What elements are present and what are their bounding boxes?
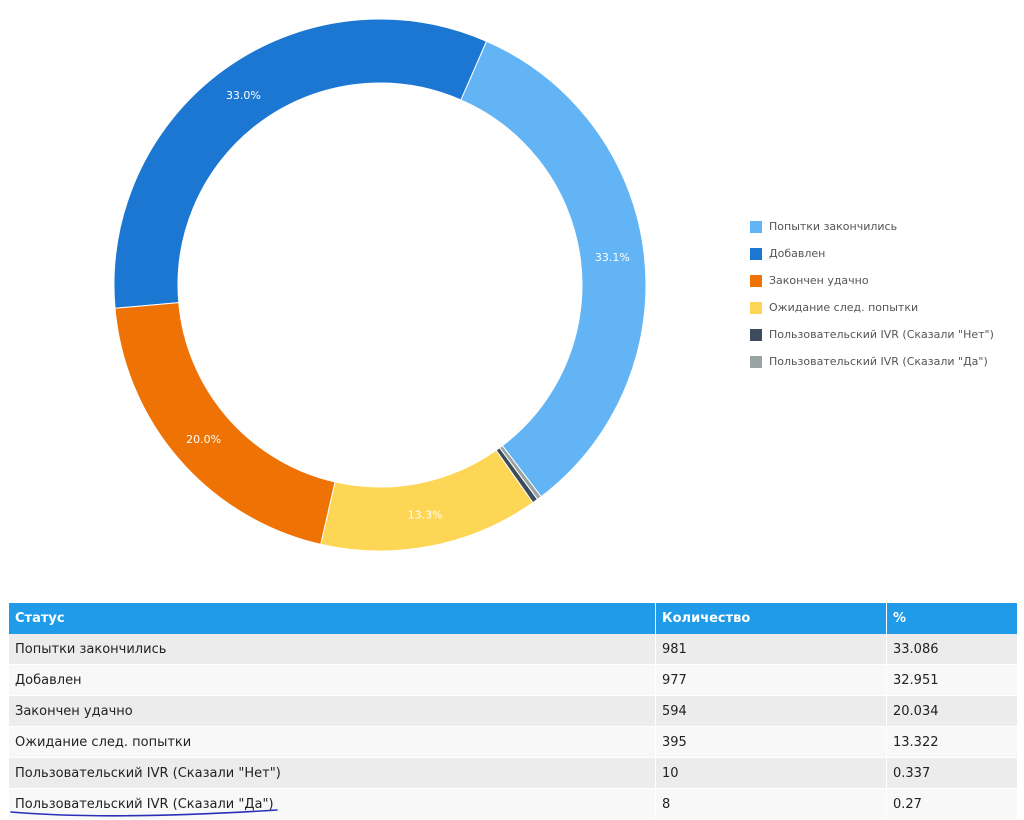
cell-count: 981: [655, 634, 887, 665]
cell-percent: 13.322: [886, 726, 1018, 758]
legend-swatch: [750, 301, 762, 314]
legend-label: Попытки закончились: [769, 220, 898, 233]
legend-swatch: [750, 220, 762, 233]
legend-item[interactable]: Пользовательский IVR (Сказали "Нет"): [750, 321, 994, 348]
cell-count: 8: [655, 788, 887, 820]
header-percent[interactable]: %: [886, 603, 1018, 634]
table-header-row: Статус Количество %: [9, 603, 1018, 634]
legend-item[interactable]: Попытки закончились: [750, 213, 994, 240]
donut-chart: 33.1% 33.0% 20.0% 13.3%: [113, 18, 647, 552]
donut-slice[interactable]: [320, 449, 534, 552]
legend-item[interactable]: Пользовательский IVR (Сказали "Да"): [750, 348, 994, 375]
legend-swatch: [750, 328, 762, 341]
legend-item[interactable]: Ожидание след. попытки: [750, 294, 994, 321]
cell-count: 594: [655, 695, 887, 727]
cell-status: Ожидание след. попытки: [9, 726, 656, 758]
legend-label: Пользовательский IVR (Сказали "Нет"): [769, 328, 994, 341]
cell-status: Попытки закончились: [9, 634, 656, 665]
slice-label: 33.0%: [226, 89, 261, 102]
slice-label: 33.1%: [595, 251, 630, 264]
donut-slice[interactable]: [498, 445, 542, 501]
legend-label: Пользовательский IVR (Сказали "Да"): [769, 355, 988, 368]
handwritten-underline: [10, 809, 278, 817]
table-row: Ожидание след. попытки 395 13.322: [9, 726, 1018, 758]
legend-label: Добавлен: [769, 247, 826, 260]
legend-swatch: [750, 247, 762, 260]
cell-percent: 32.951: [886, 664, 1018, 696]
donut-slice[interactable]: [114, 302, 336, 545]
slice-label: 20.0%: [186, 433, 221, 446]
legend-swatch: [750, 274, 762, 287]
chart-legend: Попытки закончились Добавлен Закончен уд…: [750, 213, 994, 375]
legend-label: Ожидание след. попытки: [769, 301, 919, 314]
legend-label: Закончен удачно: [769, 274, 869, 287]
table-row: Закончен удачно 594 20.034: [9, 695, 1018, 727]
table-row: Добавлен 977 32.951: [9, 664, 1018, 696]
status-table-container: Статус Количество % Попытки закончились …: [9, 603, 1018, 820]
cell-percent: 0.27: [886, 788, 1018, 820]
table-row: Пользовательский IVR (Сказали "Да") 8 0.…: [9, 788, 1018, 820]
slice-label: 13.3%: [408, 509, 443, 522]
legend-item[interactable]: Добавлен: [750, 240, 994, 267]
table-row: Пользовательский IVR (Сказали "Нет") 10 …: [9, 757, 1018, 789]
cell-count: 10: [655, 757, 887, 789]
status-table: Статус Количество % Попытки закончились …: [9, 603, 1018, 820]
cell-percent: 33.086: [886, 634, 1018, 665]
cell-status: Закончен удачно: [9, 695, 656, 727]
table-row: Попытки закончились 981 33.086: [9, 634, 1018, 665]
cell-percent: 20.034: [886, 695, 1018, 727]
cell-status: Добавлен: [9, 664, 656, 696]
donut-slice[interactable]: [460, 40, 647, 498]
cell-status: Пользовательский IVR (Сказали "Да"): [9, 788, 656, 820]
legend-swatch: [750, 355, 762, 368]
donut-slice[interactable]: [113, 18, 488, 309]
cell-count: 977: [655, 664, 887, 696]
cell-count: 395: [655, 726, 887, 758]
cell-percent: 0.337: [886, 757, 1018, 789]
cell-status: Пользовательский IVR (Сказали "Нет"): [9, 757, 656, 789]
header-status[interactable]: Статус: [9, 603, 656, 634]
header-count[interactable]: Количество: [655, 603, 887, 634]
legend-item[interactable]: Закончен удачно: [750, 267, 994, 294]
